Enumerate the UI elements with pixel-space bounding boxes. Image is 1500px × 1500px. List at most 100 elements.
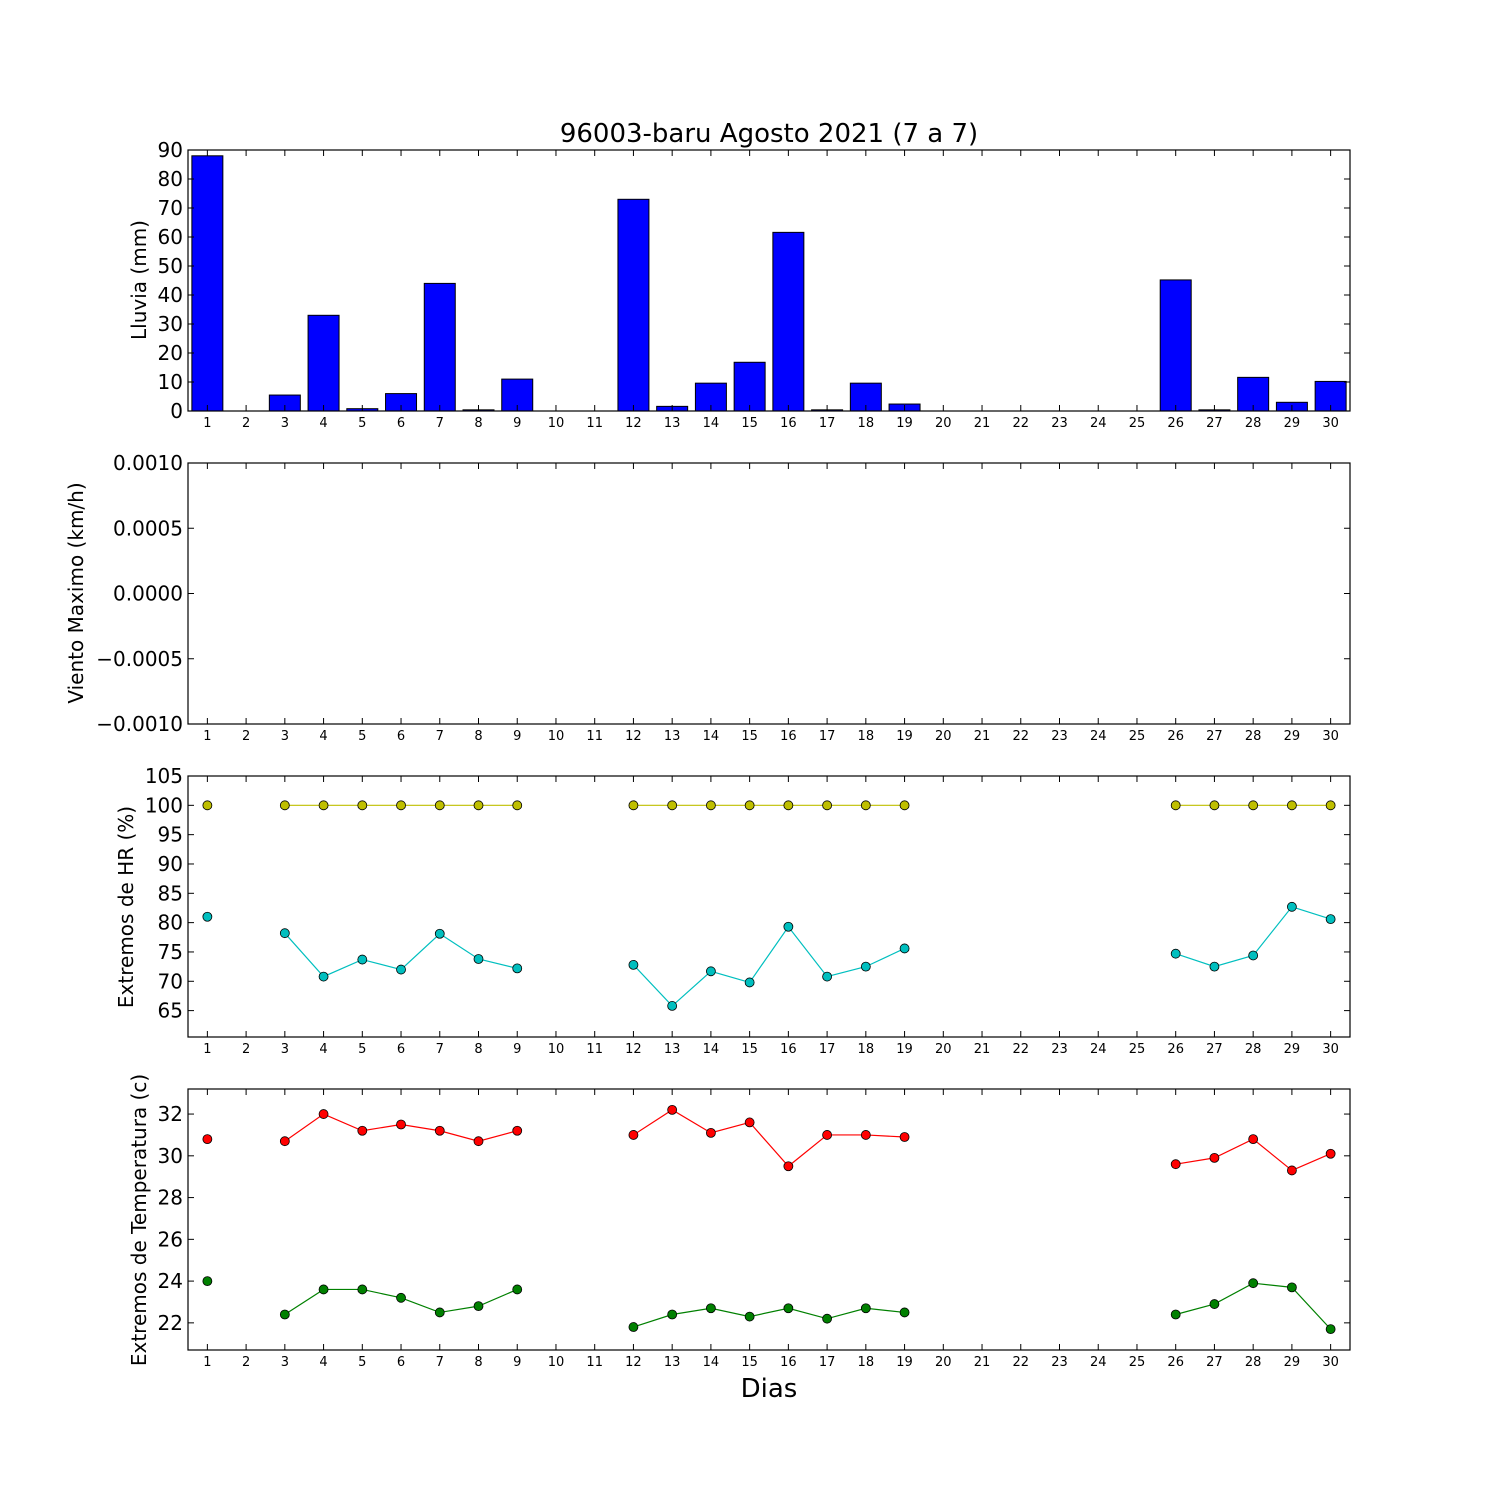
x-tick-label: 14 bbox=[703, 729, 720, 744]
x-tick-label: 28 bbox=[1245, 1042, 1262, 1057]
x-tick-label: 3 bbox=[281, 729, 289, 744]
data-point bbox=[744, 1311, 755, 1322]
x-tick-label: 2 bbox=[242, 729, 250, 744]
data-point bbox=[434, 1307, 445, 1318]
x-tick-label: 20 bbox=[935, 416, 952, 431]
x-tick-label: 25 bbox=[1129, 729, 1146, 744]
x-axis-label: Dias bbox=[741, 1374, 798, 1404]
data-point bbox=[899, 1132, 910, 1142]
x-tick-label: 1 bbox=[203, 729, 211, 744]
x-tick-label: 28 bbox=[1245, 729, 1262, 744]
humidity-panel: 1 2 3 4 5 6 7 8 9 10 11 12 13 14 15 16 17 18 19 20 21 22 23 24 2… bbox=[145, 764, 1351, 1057]
x-tick-label: 15 bbox=[741, 416, 758, 431]
x-tick-label: 15 bbox=[741, 1042, 758, 1057]
y-tick-label: 26 bbox=[158, 1227, 183, 1251]
data-point bbox=[744, 800, 755, 811]
x-tick-label: 20 bbox=[935, 1042, 952, 1057]
data-point bbox=[357, 800, 368, 811]
x-tick-label: 6 bbox=[397, 729, 405, 744]
x-tick-label: 24 bbox=[1090, 1042, 1107, 1057]
x-tick-label: 20 bbox=[935, 729, 952, 744]
x-tick-label: 30 bbox=[1322, 416, 1339, 431]
y-tick-label: 20 bbox=[158, 341, 183, 365]
x-tick-label: 5 bbox=[358, 1355, 366, 1370]
data-point bbox=[473, 1136, 484, 1147]
x-tick-label: 12 bbox=[625, 729, 642, 744]
x-tick-label: 16 bbox=[780, 1042, 797, 1057]
y-tick-label: 28 bbox=[158, 1186, 183, 1210]
y-tick-label: 65 bbox=[158, 999, 183, 1023]
wind-panel: 1 2 3 4 5 6 7 8 9 10 11 12 13 14 15 16 17 18 19 20 21 22 23 24 2… bbox=[96, 451, 1351, 744]
rain-bar bbox=[307, 314, 340, 412]
x-tick-label: 19 bbox=[896, 1042, 913, 1057]
data-point bbox=[434, 800, 445, 811]
x-tick-label: 23 bbox=[1051, 416, 1068, 431]
data-point bbox=[860, 800, 871, 811]
data-point bbox=[783, 800, 794, 811]
x-tick-label: 17 bbox=[819, 1355, 836, 1370]
y-tick-label: 0 bbox=[170, 399, 183, 423]
data-point bbox=[1170, 1309, 1181, 1320]
axes-frame bbox=[187, 775, 1351, 1038]
data-point bbox=[357, 954, 368, 965]
data-point bbox=[318, 800, 329, 811]
x-tick-label: 19 bbox=[896, 416, 913, 431]
data-point bbox=[279, 1309, 290, 1320]
x-tick-label: 24 bbox=[1090, 416, 1107, 431]
data-point bbox=[860, 1303, 871, 1314]
data-point bbox=[822, 800, 832, 811]
x-tick-label: 13 bbox=[664, 1042, 681, 1057]
data-point bbox=[202, 1134, 213, 1145]
x-tick-label: 9 bbox=[513, 1355, 521, 1370]
x-tick-label: 11 bbox=[586, 1042, 603, 1057]
data-point bbox=[1170, 1159, 1181, 1170]
x-tick-label: 8 bbox=[474, 1355, 482, 1370]
x-tick-label: 7 bbox=[436, 1355, 444, 1370]
x-tick-label: 24 bbox=[1090, 1355, 1107, 1370]
x-tick-label: 11 bbox=[586, 1355, 603, 1370]
x-tick-label: 29 bbox=[1284, 1042, 1301, 1057]
x-tick-label: 3 bbox=[281, 1042, 289, 1057]
x-tick-label: 11 bbox=[586, 416, 603, 431]
data-point bbox=[396, 1292, 406, 1303]
data-point bbox=[899, 1307, 910, 1318]
data-point bbox=[1170, 948, 1181, 959]
data-point bbox=[667, 1104, 678, 1115]
x-tick-label: 4 bbox=[319, 1355, 327, 1370]
y-tick-label: 90 bbox=[158, 852, 183, 876]
data-point bbox=[434, 928, 445, 939]
x-tick-label: 14 bbox=[703, 1355, 720, 1370]
x-tick-label: 7 bbox=[436, 729, 444, 744]
data-point bbox=[512, 1284, 523, 1295]
x-tick-label: 14 bbox=[703, 1042, 720, 1057]
y-tick-label: −0.0005 bbox=[96, 647, 183, 671]
y-tick-label: 0.0000 bbox=[113, 582, 183, 606]
x-tick-label: 26 bbox=[1167, 1355, 1184, 1370]
y-axis-label-rain: Lluvia (mm) bbox=[127, 220, 151, 340]
y-tick-label: 0.0005 bbox=[113, 516, 183, 540]
plot-area bbox=[188, 1089, 1350, 1350]
x-tick-label: 10 bbox=[548, 1355, 565, 1370]
x-tick-label: 23 bbox=[1051, 1355, 1068, 1370]
x-tick-label: 21 bbox=[974, 729, 991, 744]
y-tick-label: 70 bbox=[158, 969, 183, 993]
rain-bar bbox=[617, 198, 650, 412]
data-point bbox=[512, 1125, 523, 1136]
x-tick-label: 7 bbox=[436, 416, 444, 431]
x-tick-label: 17 bbox=[819, 416, 836, 431]
x-tick-label: 12 bbox=[625, 1042, 642, 1057]
data-point bbox=[1287, 901, 1297, 912]
data-point bbox=[434, 1125, 445, 1136]
x-tick-label: 22 bbox=[1012, 729, 1029, 744]
data-point bbox=[279, 800, 290, 811]
data-point bbox=[1248, 1134, 1259, 1145]
data-point bbox=[1325, 800, 1336, 811]
data-point bbox=[1170, 800, 1181, 811]
data-point bbox=[396, 1119, 406, 1130]
data-point bbox=[706, 966, 716, 977]
rain-bar bbox=[423, 282, 456, 412]
x-tick-label: 13 bbox=[664, 729, 681, 744]
data-point bbox=[279, 1136, 290, 1147]
y-tick-label: 105 bbox=[145, 764, 183, 788]
